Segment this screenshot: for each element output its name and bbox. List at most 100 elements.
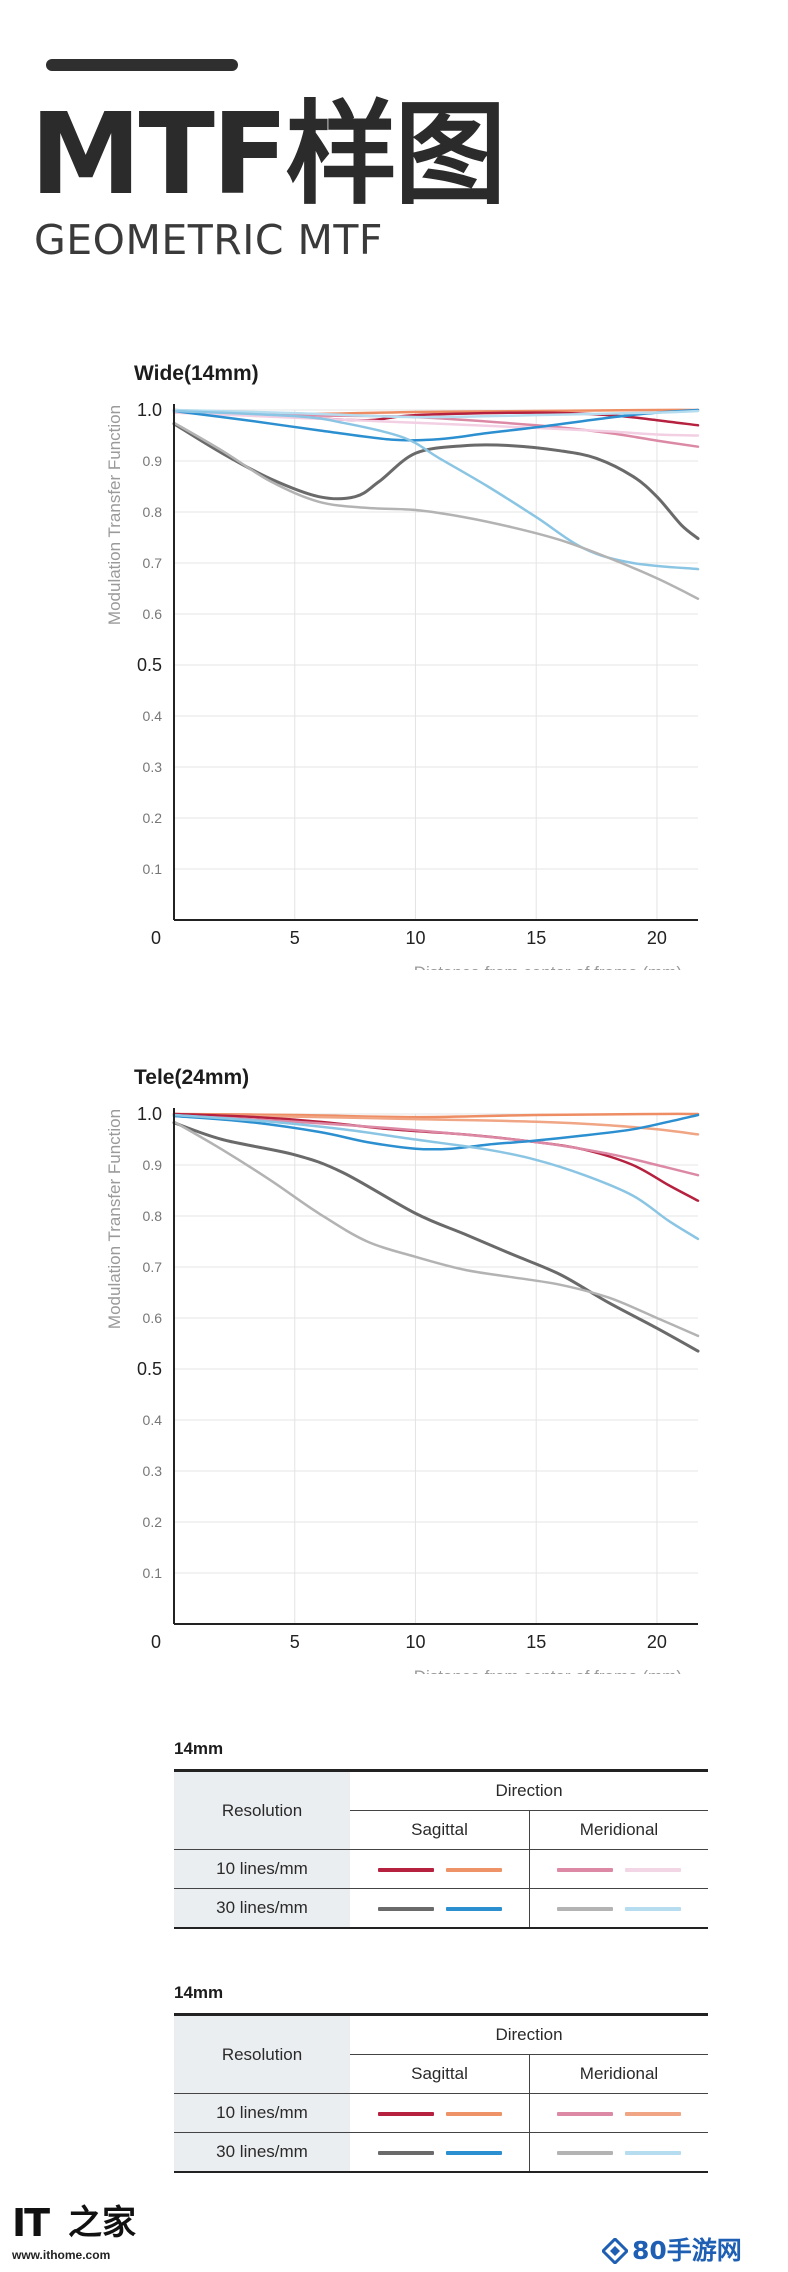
meridional-header: Meridional xyxy=(529,1810,708,1850)
meridional-swatches xyxy=(529,1888,708,1929)
chart-svg: Tele(24mm) 0.1 0.2 0.3 0.4 0.5 0.6 0.7 0.8 0.9 1.0… xyxy=(105,1066,700,1674)
series-line xyxy=(172,1120,700,1338)
legend-heading: 14mm xyxy=(174,1983,224,2002)
sagittal-header: Sagittal xyxy=(350,2054,530,2094)
line-swatch xyxy=(377,1867,434,1872)
line-swatch xyxy=(377,1906,434,1911)
line-swatch xyxy=(557,2111,613,2116)
y-tick-label: 0.2 xyxy=(143,810,163,826)
legend-heading: 14mm xyxy=(174,1739,224,1758)
y-tick-label: 0.5 xyxy=(137,1359,162,1379)
y-tick-label: 0.4 xyxy=(143,708,163,724)
line-swatch xyxy=(625,2111,681,2116)
sagittal-header: Sagittal xyxy=(350,1810,530,1850)
meridional-swatches xyxy=(529,2132,708,2173)
x-tick-label: 15 xyxy=(526,928,546,948)
y-tick-label: 0.1 xyxy=(143,1565,163,1581)
series-line xyxy=(172,408,700,442)
y-tick-label: 0.3 xyxy=(143,1463,163,1479)
site-watermark-text: 80手游网 xyxy=(632,2236,742,2265)
x-tick-label: 5 xyxy=(290,1632,300,1652)
row-label: 10 lines/mm xyxy=(174,2093,350,2133)
y-axis-label: Modulation Transfer Function xyxy=(105,1109,124,1329)
meridional-header: Meridional xyxy=(529,2054,708,2094)
sagittal-swatches xyxy=(350,1849,530,1889)
x-tick-label: 5 xyxy=(290,928,300,948)
x-tick-label: 0 xyxy=(151,1632,161,1652)
y-axis-label: Modulation Transfer Function xyxy=(105,405,124,625)
y-tick-label: 0.5 xyxy=(137,655,162,675)
x-tick-label: 20 xyxy=(647,1632,667,1652)
x-axis-label: Distance from center of frame (mm) xyxy=(414,963,682,970)
chart-svg: Wide(14mm) 0.1 0.2 0.3 0.4 0.5 0.6 0.7 0.8 0.9 1.0… xyxy=(105,362,700,970)
series-line xyxy=(172,422,700,540)
y-tick-label: 1.0 xyxy=(137,1104,162,1124)
resolution-header: Resolution xyxy=(174,1769,350,1850)
chart-title: Tele(24mm) xyxy=(134,1066,249,1089)
x-tick-label: 10 xyxy=(405,928,425,948)
y-tick-label: 0.1 xyxy=(143,861,163,877)
direction-header: Direction xyxy=(350,1769,708,1811)
y-tick-label: 0.7 xyxy=(143,1259,163,1275)
wide-mtf-chart: Wide(14mm) 0.1 0.2 0.3 0.4 0.5 0.6 0.7 0.8 0.9 1.0… xyxy=(0,350,788,970)
row-label: 30 lines/mm xyxy=(174,2132,350,2173)
y-tick-label: 0.2 xyxy=(143,1514,163,1530)
x-axis-label: Distance from center of frame (mm) xyxy=(414,1667,682,1674)
x-tick-label: 20 xyxy=(647,928,667,948)
y-tick-label: 0.8 xyxy=(143,504,163,520)
diamond-logo-icon xyxy=(602,2238,628,2264)
legend-row: 10 lines/mm xyxy=(174,2093,708,2133)
resolution-header: Resolution xyxy=(174,2013,350,2094)
line-swatch xyxy=(445,2111,502,2116)
row-label: 30 lines/mm xyxy=(174,1888,350,1929)
legend-table: Resolution Direction Sagittal Meridional… xyxy=(174,2013,708,2173)
y-tick-label: 0.7 xyxy=(143,555,163,571)
page-subtitle: GEOMETRIC MTF xyxy=(34,216,384,264)
page-title: MTF样图 xyxy=(30,90,506,220)
series-line xyxy=(172,1114,700,1177)
series-line xyxy=(172,411,700,437)
header-accent-bar xyxy=(46,59,238,71)
line-swatch xyxy=(445,1906,502,1911)
y-tick-label: 0.8 xyxy=(143,1208,163,1224)
y-tick-label: 0.4 xyxy=(143,1412,163,1428)
legend-table: Resolution Direction Sagittal Meridional… xyxy=(174,1769,708,1929)
legend-table-1: 14mm Resolution Direction Sagittal Merid… xyxy=(174,1739,708,1929)
legend-row: 30 lines/mm xyxy=(174,2132,708,2173)
line-swatch xyxy=(625,1906,681,1911)
series-line xyxy=(172,1112,700,1119)
legend-table-2: 14mm Resolution Direction Sagittal Merid… xyxy=(174,1983,708,2173)
y-tick-label: 0.9 xyxy=(143,453,163,469)
series-line xyxy=(172,1113,700,1136)
series-line xyxy=(172,1121,700,1353)
sagittal-swatches xyxy=(350,2132,530,2173)
ithome-logo: IT xyxy=(12,2201,50,2245)
y-tick-label: 0.6 xyxy=(143,1310,163,1326)
direction-header: Direction xyxy=(350,2013,708,2055)
row-label: 10 lines/mm xyxy=(174,1849,350,1889)
y-tick-label: 0.9 xyxy=(143,1157,163,1173)
line-swatch xyxy=(445,2150,502,2155)
series-line xyxy=(172,1113,700,1241)
line-swatch xyxy=(377,2150,434,2155)
legend-row: 10 lines/mm xyxy=(174,1849,708,1889)
ithome-logo-glyph: 之家 xyxy=(68,2203,136,2243)
y-tick-label: 1.0 xyxy=(137,400,162,420)
y-tick-label: 0.6 xyxy=(143,606,163,622)
y-tick-label: 0.3 xyxy=(143,759,163,775)
legend-row: 30 lines/mm xyxy=(174,1888,708,1929)
x-tick-label: 15 xyxy=(526,1632,546,1652)
sagittal-swatches xyxy=(350,1888,530,1929)
tele-mtf-chart: Tele(24mm) 0.1 0.2 0.3 0.4 0.5 0.6 0.7 0.8 0.9 1.0… xyxy=(0,1054,788,1674)
chart-title: Wide(14mm) xyxy=(134,362,259,385)
line-swatch xyxy=(625,2150,681,2155)
ithome-url: www.ithome.com xyxy=(12,2248,111,2262)
x-tick-label: 0 xyxy=(151,928,161,948)
x-tick-label: 10 xyxy=(405,1632,425,1652)
line-swatch xyxy=(557,1867,613,1872)
series-line xyxy=(172,421,700,600)
sagittal-swatches xyxy=(350,2093,530,2133)
series-line xyxy=(172,408,700,419)
line-swatch xyxy=(557,1906,613,1911)
line-swatch xyxy=(445,1867,502,1872)
